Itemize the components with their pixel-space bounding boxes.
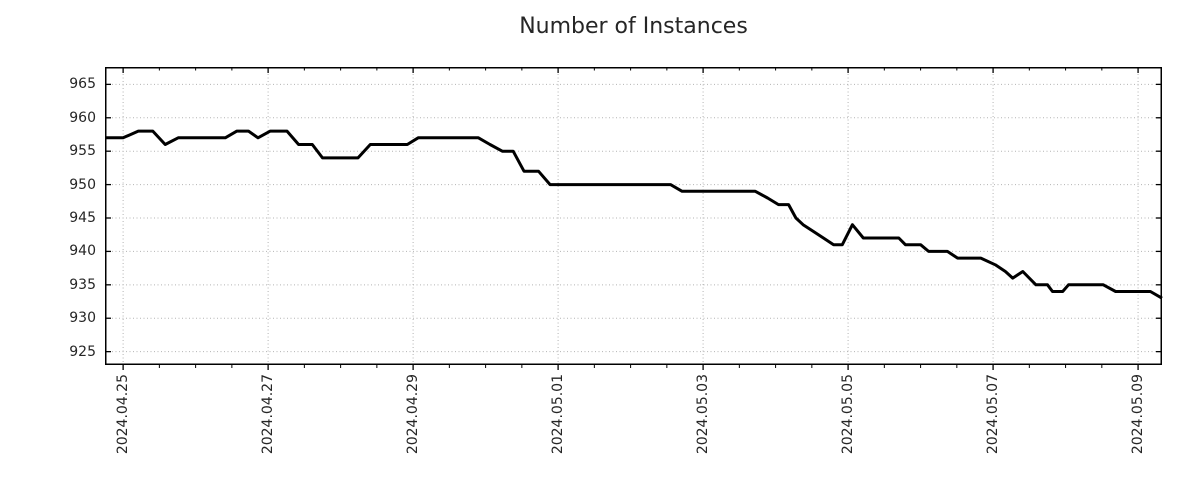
- plot-border: [105, 67, 1162, 365]
- chart-canvas: [105, 67, 1163, 370]
- y-tick-label: 960: [69, 109, 96, 126]
- y-tick-label: 945: [69, 210, 96, 226]
- y-tick-label: 965: [69, 76, 96, 93]
- y-tick-label: 930: [69, 310, 96, 327]
- chart-title: Number of Instances: [519, 14, 748, 39]
- y-tick-label: 950: [69, 176, 96, 193]
- y-tick-label: 940: [69, 243, 96, 260]
- y-tick-label: 955: [69, 143, 96, 160]
- y-tick-label: 925: [69, 343, 96, 360]
- y-tick-label: 935: [69, 276, 96, 293]
- plot-area: [105, 67, 1163, 370]
- series-line-instances: [105, 129, 1163, 300]
